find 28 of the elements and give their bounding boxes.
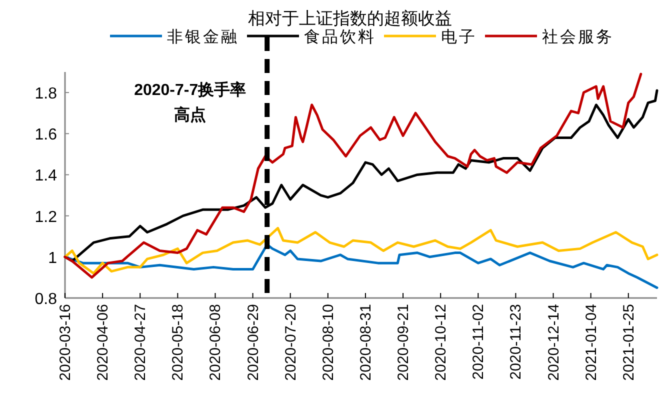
legend-label: 非银金融 [167, 28, 239, 46]
x-tick-label: 2021-01-25 [620, 304, 638, 381]
y-tick-label: 1.6 [34, 126, 58, 144]
legend-label: 社会服务 [542, 28, 614, 46]
y-tick-label: 0.8 [34, 291, 58, 308]
y-tick-label: 1.4 [34, 168, 58, 185]
x-tick-label: 2020-07-20 [282, 304, 300, 381]
x-tick-label: 2021-01-04 [582, 304, 600, 381]
x-tick-label: 2020-08-10 [320, 304, 337, 381]
chart-title: 相对于上证指数的超额收益 [248, 9, 452, 28]
x-tick-label: 2020-04-06 [94, 304, 112, 381]
x-tick-label: 2020-03-16 [57, 304, 74, 381]
x-tick-label: 2020-05-18 [170, 304, 187, 381]
ref-line-label: 2020-7-7换手率高点 [133, 80, 248, 126]
legend-label: 食品饮料 [304, 28, 376, 46]
x-tick-label: 2020-11-23 [508, 304, 525, 380]
x-tick-label: 2020-08-31 [357, 304, 374, 381]
x-tick-label: 2020-06-08 [207, 304, 224, 381]
x-tick-label: 2020-12-14 [545, 304, 562, 381]
y-tick-label: 1.8 [34, 86, 58, 103]
x-tick-label: 2020-09-21 [395, 304, 412, 381]
x-tick-label: 2020-10-12 [432, 304, 450, 381]
y-tick-label: 1.2 [34, 208, 58, 226]
x-tick-label: 2020-11-02 [470, 304, 488, 380]
x-tick-label: 2020-04-27 [132, 304, 150, 381]
x-tick-label: 2020-06-29 [244, 304, 262, 381]
y-tick-label: 1 [48, 250, 58, 267]
legend-label: 电子 [441, 28, 477, 46]
